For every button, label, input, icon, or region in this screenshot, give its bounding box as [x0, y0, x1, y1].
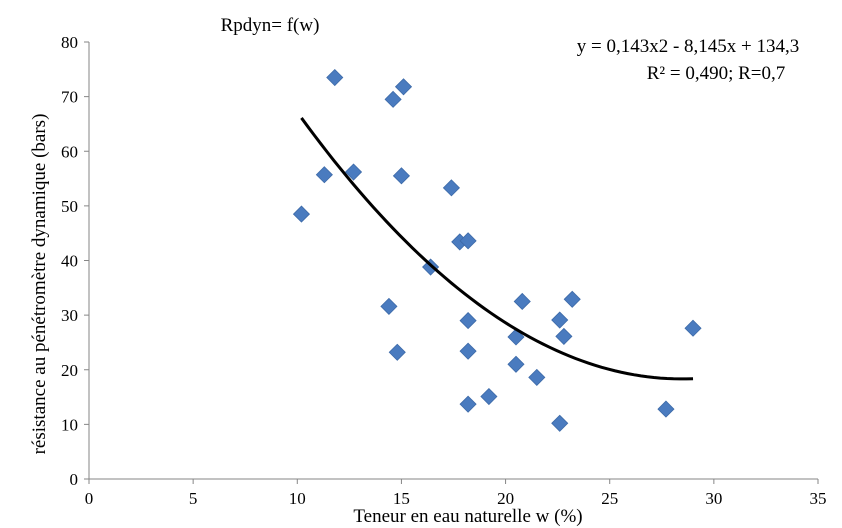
axes [84, 41, 819, 484]
trendline [300, 117, 694, 381]
x-tick-label: 10 [289, 489, 306, 508]
data-point [292, 205, 311, 223]
y-axis-title: résistance au pénétromètre dynamique (ba… [29, 114, 50, 455]
data-point [442, 179, 460, 197]
y-tick-label: 20 [61, 361, 78, 380]
y-tick-label: 70 [61, 88, 78, 107]
y-tick-label: 50 [61, 197, 78, 216]
data-point [394, 78, 413, 96]
data-point [344, 163, 363, 181]
data-point [459, 342, 477, 360]
data-point [513, 292, 531, 311]
data-point [459, 395, 477, 413]
data-point [315, 166, 333, 184]
y-tick-label: 80 [61, 33, 78, 52]
data-point [388, 343, 406, 361]
y-tick-label: 0 [70, 470, 79, 489]
data-point [657, 400, 675, 418]
data-point [459, 312, 477, 330]
x-tick-label: 0 [85, 489, 94, 508]
y-tick-label: 60 [61, 142, 78, 161]
tick-labels: 0 10 20 30 40 50 60 70 80 0 5 10 15 20 25 30 35 [61, 33, 827, 508]
trendline-equation: y = 0,143x2 - 8,145x + 134,3 [577, 36, 800, 57]
x-tick-label: 30 [705, 489, 722, 508]
y-tick-label: 10 [61, 415, 78, 434]
x-axis-title: Teneur en eau naturelle w (%) [353, 506, 582, 527]
data-point [480, 387, 498, 406]
y-tick-label: 30 [61, 306, 78, 325]
x-tick-label: 25 [601, 489, 618, 508]
trendline-group [300, 117, 694, 381]
x-tick-label: 5 [189, 489, 198, 508]
data-point [528, 368, 546, 386]
data-point [384, 90, 402, 108]
data-point [551, 414, 569, 432]
data-point [551, 311, 569, 329]
x-tick-label: 35 [810, 489, 827, 508]
data-point [459, 232, 477, 250]
data-point [380, 297, 398, 315]
data-point [507, 355, 525, 373]
data-point [684, 319, 702, 337]
x-tick-label: 20 [497, 489, 514, 508]
trendline-r-squared: R² = 0,490; R=0,7 [647, 63, 786, 84]
chart-title: Rpdyn= f(w) [221, 15, 320, 36]
data-point [392, 167, 410, 185]
data-point [563, 290, 581, 308]
data-point [555, 327, 573, 345]
data-point [326, 68, 344, 87]
y-tick-label: 40 [61, 252, 78, 271]
x-tick-label: 15 [393, 489, 410, 508]
